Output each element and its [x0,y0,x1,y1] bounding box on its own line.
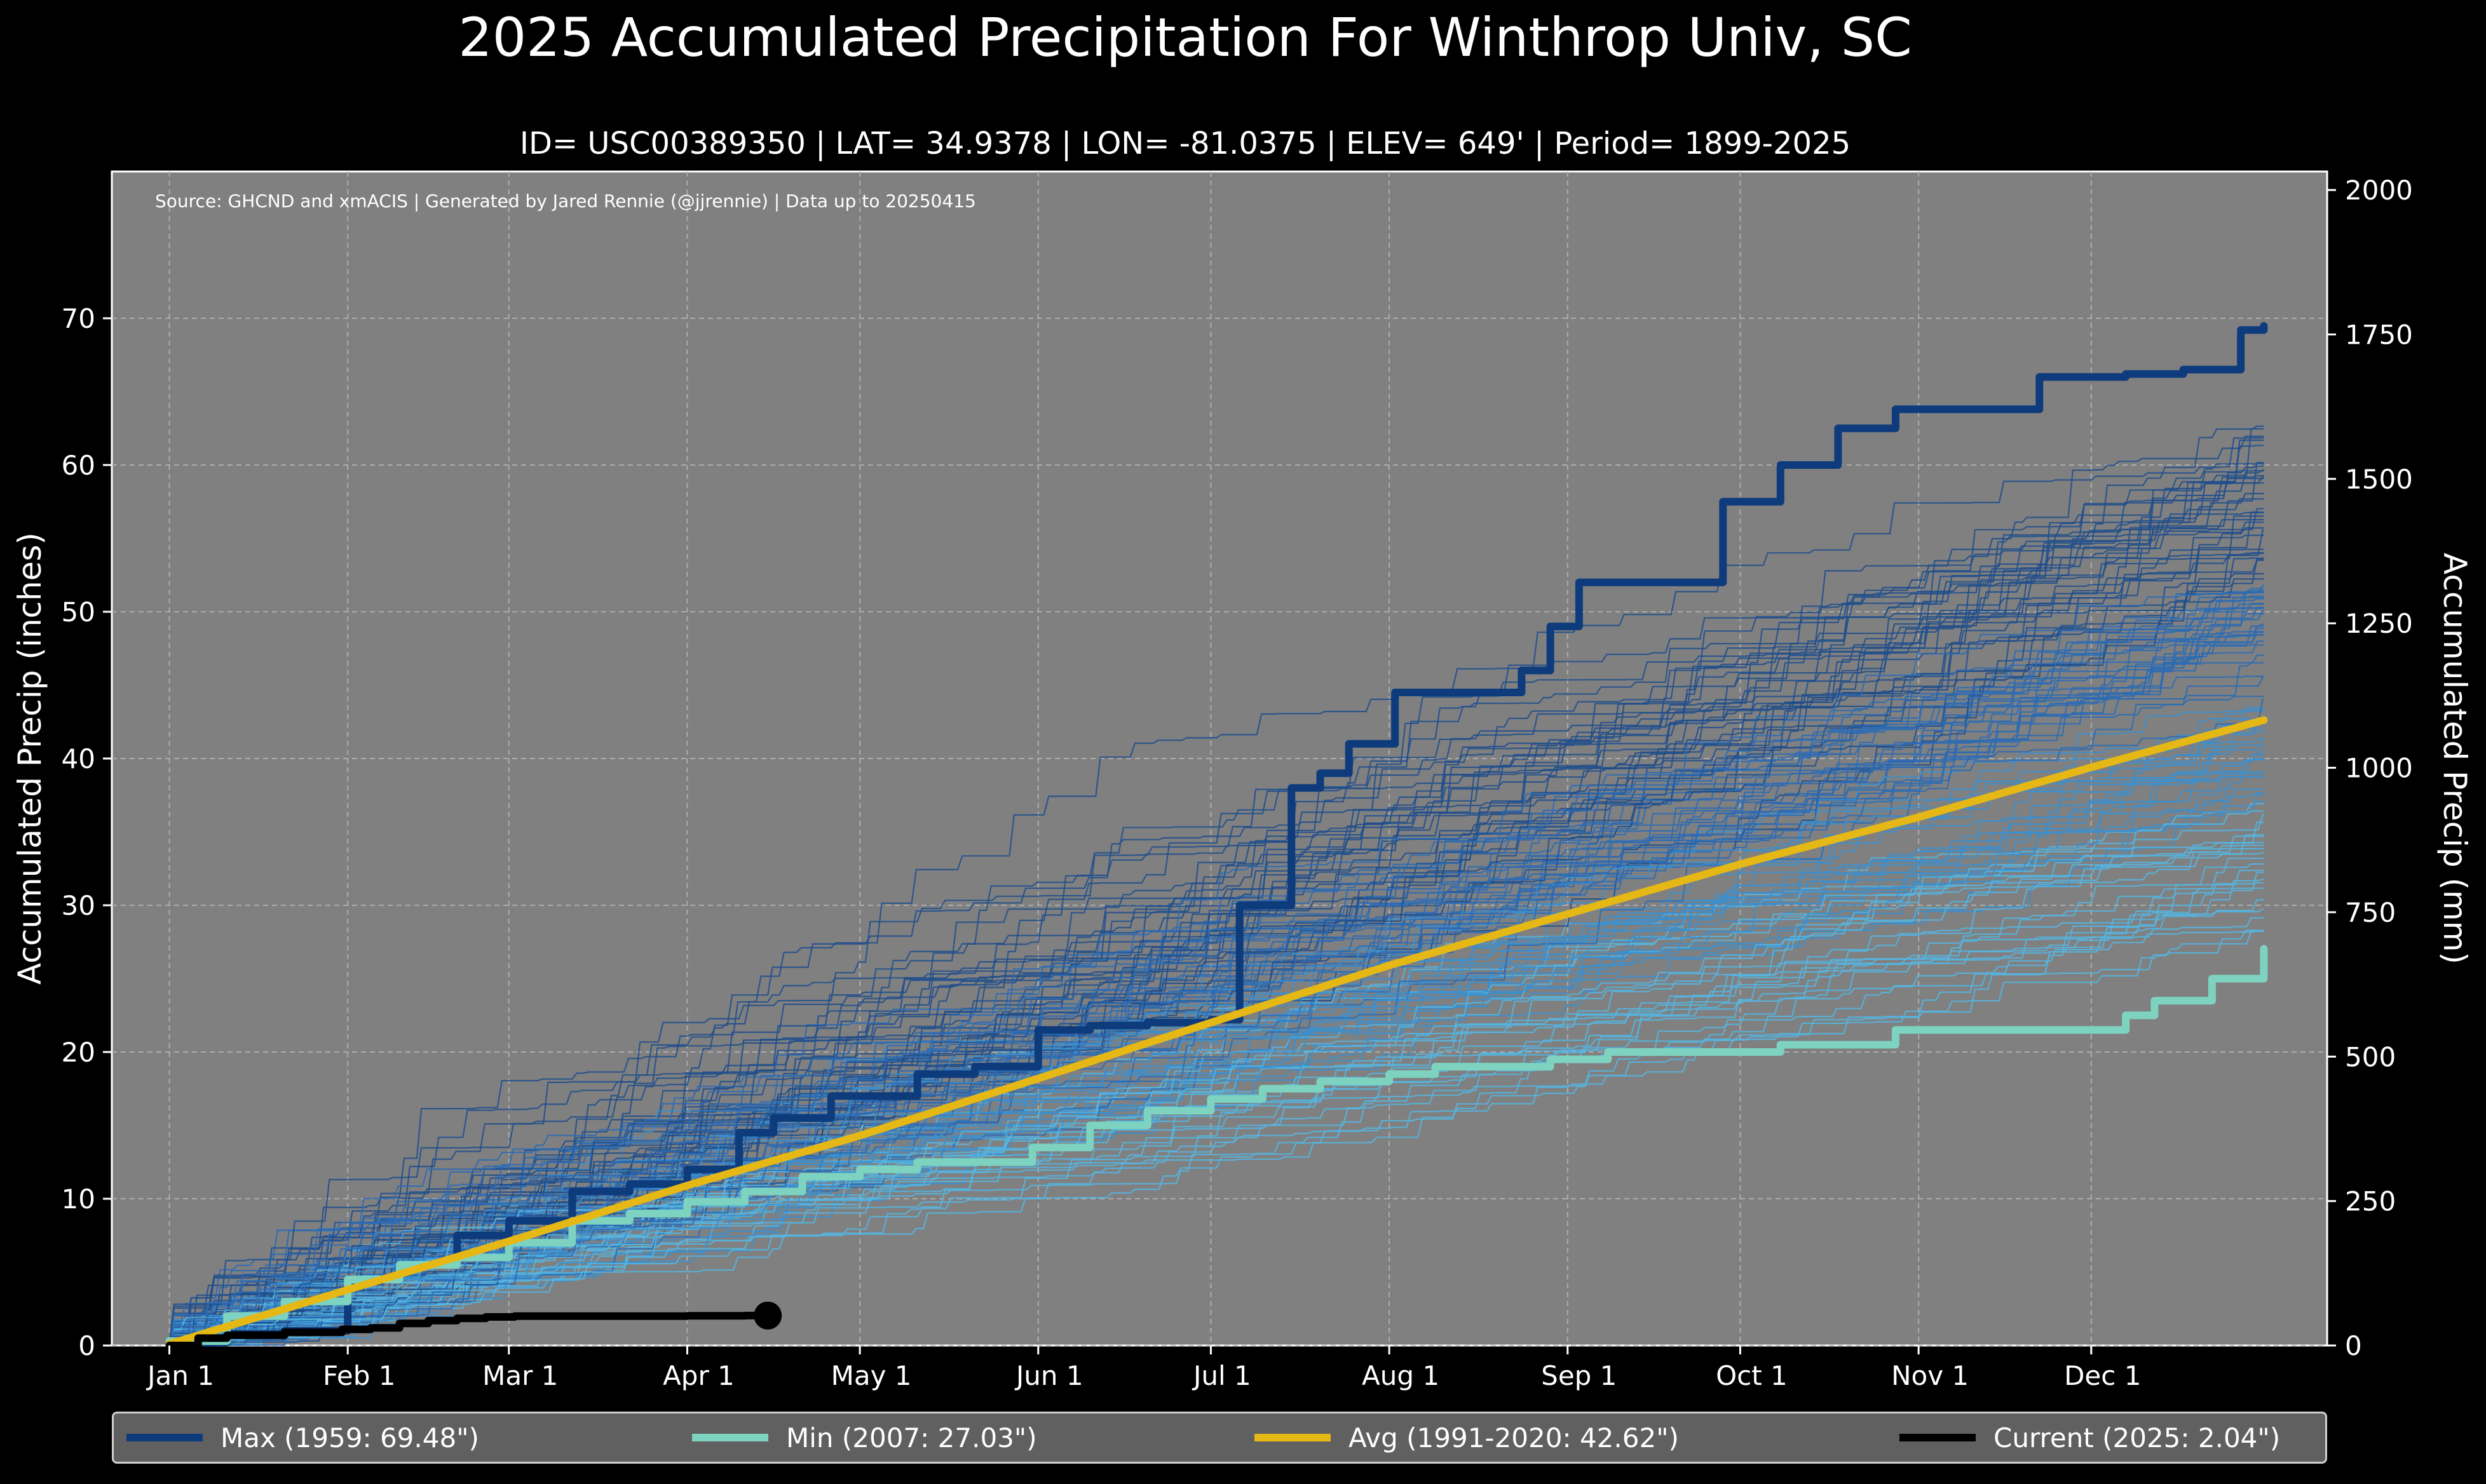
y-right-tick-label: 1250 [2345,608,2413,639]
historical-year-line [169,750,2264,1347]
historical-year-line [168,572,2264,1346]
historical-year-line [168,515,2264,1346]
historical-years [168,425,2264,1347]
y-right-tick-label: 1000 [2345,753,2413,784]
x-tick-label: Apr 1 [663,1360,735,1391]
legend-swatch-avg [1254,1434,1331,1441]
series-line-max [165,322,2268,1347]
legend-item-min: Min (2007: 27.03") [692,1413,1037,1462]
x-tick-label: Nov 1 [1891,1360,1969,1391]
x-tick-label: Mar 1 [482,1360,558,1391]
y-right-tick-label: 1500 [2345,464,2413,495]
chart-subtitle: ID= USC00389350 | LAT= 34.9378 | LON= -8… [520,126,1851,161]
y-tick-label: 60 [62,450,95,481]
legend-item-max: Max (1959: 69.48") [126,1413,479,1462]
historical-year-line [168,882,2264,1346]
historical-year-line [168,872,2264,1346]
legend-label-avg: Avg (1991-2020: 42.62") [1348,1422,1679,1454]
y-tick-label: 30 [62,890,95,921]
legend-swatch-min [692,1434,768,1441]
historical-year-line [168,498,2264,1346]
historical-year-line [169,677,2264,1347]
y-tick-label: 40 [62,743,95,774]
historical-year-line [168,425,2264,1346]
source-note: Source: GHCND and xmACIS | Generated by … [155,191,976,212]
historical-year-line [168,930,2264,1346]
historical-year-line [168,492,2264,1346]
historical-year-line [168,590,2264,1346]
historical-year-line [168,548,2264,1346]
historical-year-line [168,644,2264,1346]
historical-year-line [168,908,2264,1346]
series-line-current [165,1311,772,1349]
historical-year-line [168,463,2264,1346]
historical-year-line [168,559,2264,1346]
historical-year-line [168,821,2264,1346]
y-tick-label: 50 [62,597,95,628]
y-right-tick-label: 750 [2345,897,2396,928]
x-tick-label: Feb 1 [323,1360,395,1391]
legend-swatch-current [1899,1434,1976,1441]
historical-year-line [168,810,2264,1346]
historical-year-line [169,437,2264,1347]
y-right-tick-label: 250 [2345,1186,2396,1217]
historical-year-line [168,834,2264,1346]
historical-year-line [169,552,2264,1347]
historical-year-line [168,709,2264,1346]
historical-year-line [168,623,2264,1346]
historical-year-line [168,445,2264,1346]
x-tick-label: Dec 1 [2064,1360,2141,1391]
historical-year-line [169,607,2264,1347]
historical-year-line [169,899,2264,1347]
y-axis-label-right: Accumulated Precip (mm) [2436,553,2473,964]
historical-year-line [168,917,2264,1346]
historical-year-line [168,477,2264,1346]
x-tick-label: May 1 [831,1360,912,1391]
current-endpoint-marker [754,1301,782,1330]
y-tick-label: 0 [78,1330,95,1361]
axes: 0 10 20 30 40 50 60 70 0 250 500 750 1000 1250 1500 175… [62,175,2413,1391]
y-axis-label: Accumulated Precip (inches) [11,532,48,985]
y-right-tick-label: 500 [2345,1041,2396,1072]
y-right-tick-label: 1750 [2345,319,2413,350]
y-tick-label: 70 [62,303,95,334]
y-tick-label: 10 [62,1184,95,1215]
historical-year-line [168,534,2264,1346]
x-tick-label: Jul 1 [1192,1360,1251,1391]
legend-item-avg: Avg (1991-2020: 42.62") [1254,1413,1679,1462]
chart-title: 2025 Accumulated Precipitation For Winth… [458,6,1912,69]
legend-item-current: Current (2025: 2.04") [1899,1413,2280,1462]
y-right-tick-label: 0 [2345,1330,2362,1361]
historical-year-line [168,602,2264,1346]
y-tick-label: 20 [62,1037,95,1068]
legend: Max (1959: 69.48") Min (2007: 27.03") Av… [112,1412,2327,1464]
x-tick-label: Jan 1 [146,1360,214,1391]
y-right-tick-label: 2000 [2345,175,2413,206]
historical-year-line [168,744,2264,1346]
x-tick-label: Jun 1 [1014,1360,1083,1391]
series-lines [165,322,2268,1349]
x-tick-label: Sep 1 [1541,1360,1617,1391]
historical-year-line [168,435,2264,1346]
legend-label-min: Min (2007: 27.03") [786,1422,1037,1454]
x-tick-label: Oct 1 [1716,1360,1788,1391]
series-line-avg [165,716,2268,1348]
x-tick-label: Aug 1 [1362,1360,1439,1391]
legend-label-max: Max (1959: 69.48") [221,1422,479,1454]
legend-label-current: Current (2025: 2.04") [1994,1422,2281,1454]
historical-year-line [168,887,2264,1346]
legend-swatch-max [126,1434,203,1441]
